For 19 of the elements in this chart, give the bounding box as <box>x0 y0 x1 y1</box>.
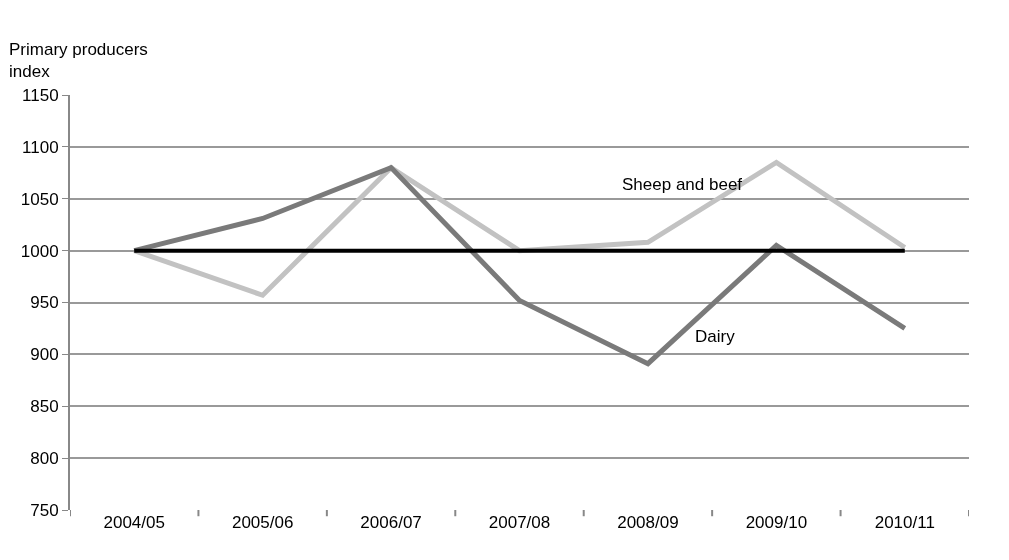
y-tick-label: 950 <box>30 293 59 313</box>
y-axis-title: Primary producers index <box>9 40 148 82</box>
y-tick-label: 1150 <box>22 85 59 105</box>
x-tick-label: 2004/05 <box>103 513 165 532</box>
x-tick-label: 2005/06 <box>231 513 294 532</box>
x-tick-label: 2008/09 <box>617 513 679 532</box>
x-tick-label: 2006/07 <box>360 513 422 532</box>
y-tick-label: 850 <box>30 397 59 417</box>
series-label: Dairy <box>695 327 736 346</box>
y-tick-label: 800 <box>30 449 59 469</box>
x-tick-label: 2009/10 <box>745 513 808 532</box>
y-tick-label: 750 <box>30 500 59 520</box>
series-label: Sheep and beef <box>622 175 743 194</box>
y-tick-label: 1100 <box>22 137 59 157</box>
y-tick-label: 1000 <box>20 241 59 261</box>
y-tick-label: 900 <box>30 345 59 365</box>
y-tick-label: 1050 <box>20 189 59 209</box>
x-tick-label: 2007/08 <box>488 513 551 532</box>
x-tick-label: 2010/11 <box>874 513 935 532</box>
